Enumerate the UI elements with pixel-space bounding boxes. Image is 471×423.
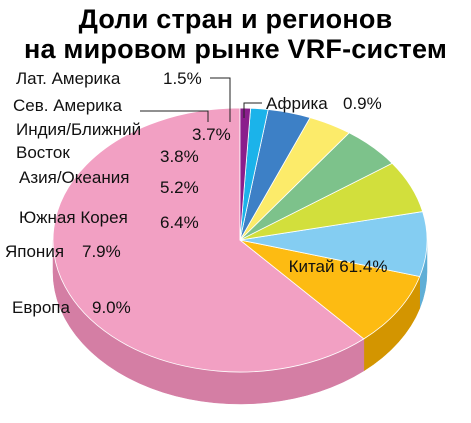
- pie-slice-1: [239, 239, 421, 340]
- leader-line-7: [210, 77, 231, 122]
- leader-line-6: [140, 110, 209, 122]
- slice-labels: Китай 61.4% Европа 9.0% Япония 7.9% Южная Кор…: [5, 69, 387, 317]
- chart-title: Доли стран и регионов на мировом рынке V…: [0, 4, 471, 64]
- value-label-1: 9.0%: [92, 298, 131, 317]
- category-label-4: Азия/Океания: [19, 168, 129, 187]
- category-label-3: Южная Корея: [19, 208, 128, 227]
- value-label-3: 6.4%: [160, 213, 199, 232]
- value-label-4: 5.2%: [160, 178, 199, 197]
- category-label-2: Япония: [5, 242, 64, 261]
- pie-slice-8: [239, 107, 251, 241]
- category-label-1: Европа: [12, 298, 70, 317]
- category-label-8: Африка: [266, 94, 328, 113]
- slice-label-0: Китай 61.4%: [289, 257, 388, 276]
- leader-line-8: [243, 102, 262, 118]
- pie-slice-0: [52, 107, 365, 373]
- category-label-6: Сев. Америка: [13, 96, 122, 115]
- category-label-7: Лат. Америка: [16, 69, 121, 88]
- value-label-8: 0.9%: [343, 94, 382, 113]
- pie-slice-2: [239, 211, 428, 277]
- chart-title-line-2: на мировом рынке VRF-систем: [23, 34, 447, 64]
- value-label-5: 3.8%: [160, 147, 199, 166]
- category-label-5-line1: Индия/Ближний: [16, 120, 141, 139]
- pie-slices: [52, 107, 428, 373]
- value-label-6: 3.7%: [192, 125, 231, 144]
- chart-title-line-1: Доли стран и регионов: [78, 4, 393, 34]
- category-label-5-line2: Восток: [16, 143, 70, 162]
- leader-lines: [140, 77, 262, 122]
- value-label-7: 1.5%: [163, 69, 202, 88]
- value-label-2: 7.9%: [82, 242, 121, 261]
